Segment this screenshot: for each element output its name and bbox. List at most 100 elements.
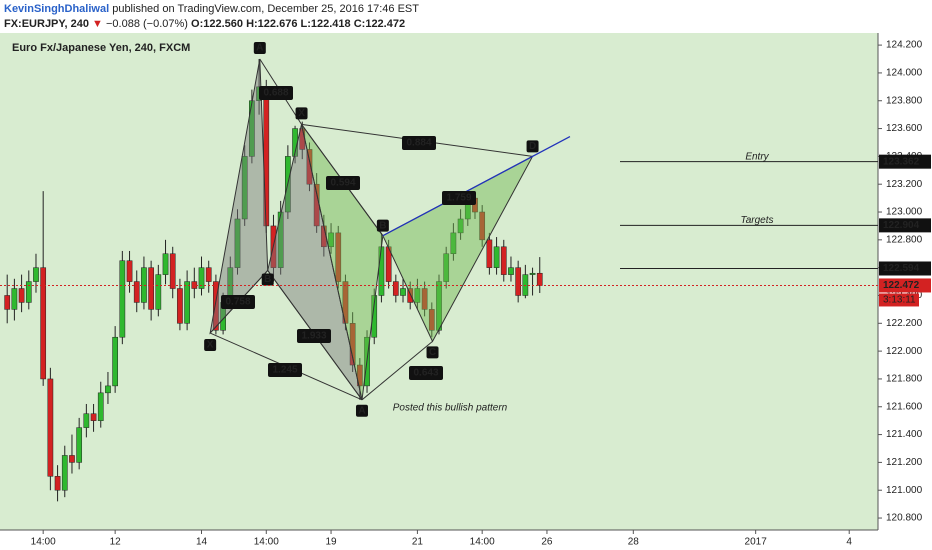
price-tag-label: 122.594 [883, 263, 920, 274]
y-tick-label: 122.000 [886, 346, 923, 357]
candle-body [277, 211, 284, 268]
candle-body [4, 295, 11, 310]
candle-body [306, 149, 313, 185]
y-tick-label: 124.200 [886, 40, 923, 51]
candle-body [328, 232, 334, 248]
candle-body [40, 267, 47, 380]
candle-body [443, 253, 450, 282]
candle-body [493, 246, 500, 268]
ratio-label: 1.933 [301, 331, 326, 342]
candle-body [414, 288, 421, 303]
level-label: Entry [745, 151, 769, 162]
point-label: X [298, 108, 305, 119]
level-label: Targets [741, 215, 774, 226]
y-tick-label: 123.200 [886, 179, 923, 190]
ratio-box [326, 176, 360, 190]
header-quote: FX:EURJPY, 240 ▼ −0.088 (−0.07%) O:122.5… [4, 18, 405, 30]
point-label: A [256, 43, 263, 54]
candle-body [335, 232, 342, 282]
point-tag [253, 42, 266, 55]
candle-body [61, 455, 68, 491]
candle-body [18, 288, 25, 303]
point-tag [261, 273, 274, 286]
x-tick-label: 12 [110, 537, 122, 548]
projection-line [382, 135, 571, 237]
point-tag [355, 404, 368, 417]
ratio-label: 0.594 [330, 178, 355, 189]
price-tag-label: 122.472 [883, 280, 920, 291]
candle-body [198, 267, 205, 289]
header: KevinSinghDhaliwal published on TradingV… [4, 3, 419, 15]
candle-body [90, 413, 97, 421]
candle-body [47, 378, 54, 477]
candle-body [515, 267, 522, 296]
x-tick-label: 14 [196, 537, 208, 548]
candle-body [54, 476, 61, 491]
timer-tag [879, 293, 919, 307]
y-tick-label: 122.800 [886, 234, 923, 245]
open: O:122.560 [191, 18, 243, 30]
arrow: ▼ [92, 18, 103, 30]
high: H:122.676 [246, 18, 297, 30]
candle-body [25, 281, 32, 303]
candle-body [371, 295, 378, 338]
ratio-box [402, 136, 436, 150]
y-tick-label: 121.800 [886, 374, 923, 385]
x-tick-label: 14:00 [31, 537, 56, 548]
point-tag [204, 339, 217, 352]
candle-body [241, 156, 248, 220]
ratio-label: 0.884 [406, 138, 431, 149]
annotation: Posted this bullish pattern [393, 403, 508, 414]
ratio-box [221, 295, 255, 309]
candle-body [33, 267, 39, 282]
point-tag [376, 219, 389, 232]
y-tick-label: 124.000 [886, 68, 923, 79]
candle-body [133, 281, 140, 303]
ratio-label: 1.759 [446, 193, 471, 204]
close: C:122.472 [354, 18, 405, 30]
x-tick-label: 28 [628, 537, 640, 548]
candle-body [184, 281, 190, 324]
candle-body [148, 267, 154, 310]
y-tick-label: 121.400 [886, 429, 923, 440]
point-tag [295, 107, 308, 120]
candle-body [486, 239, 493, 268]
candle-body [169, 253, 176, 289]
price-tag [879, 261, 931, 276]
point-label: D [529, 141, 536, 152]
candle-body [97, 392, 104, 421]
ratio-box [297, 329, 331, 343]
ratio-box [442, 191, 476, 205]
candle-body [392, 281, 399, 296]
y-tick-label: 123.000 [886, 207, 923, 218]
point-tag [526, 140, 539, 153]
candle-body [105, 385, 111, 394]
candle-body [126, 260, 133, 282]
timer-label: 3:13:11 [883, 295, 916, 306]
ratio-label: 0.758 [225, 297, 250, 308]
y-tick-label: 121.000 [886, 485, 923, 496]
candle-body [529, 272, 536, 275]
x-tick-label: 2017 [745, 537, 768, 548]
ratio-label: 0.643 [413, 368, 438, 379]
symbol: FX:EURJPY, 240 [4, 18, 89, 30]
author: KevinSinghDhaliwal [4, 3, 109, 15]
published: published on TradingView.com, December 2… [112, 3, 419, 15]
candle-body [69, 455, 75, 463]
point-tag [426, 346, 439, 359]
candle-body [450, 232, 457, 254]
point-label: B [264, 274, 271, 285]
price-tag [879, 278, 931, 293]
candle-body [11, 288, 18, 310]
candle-body [162, 253, 169, 275]
point-label: A [358, 405, 365, 416]
ratio-label: 0.688 [263, 88, 288, 99]
candle-body [421, 288, 428, 310]
price-tag-label: 122.904 [883, 220, 920, 231]
candle-body [428, 309, 435, 331]
candle-body [76, 427, 83, 463]
candle-body [112, 336, 118, 387]
candle-body [508, 267, 514, 275]
chart-title: Euro Fx/Japanese Yen, 240, FXCM [12, 42, 190, 54]
